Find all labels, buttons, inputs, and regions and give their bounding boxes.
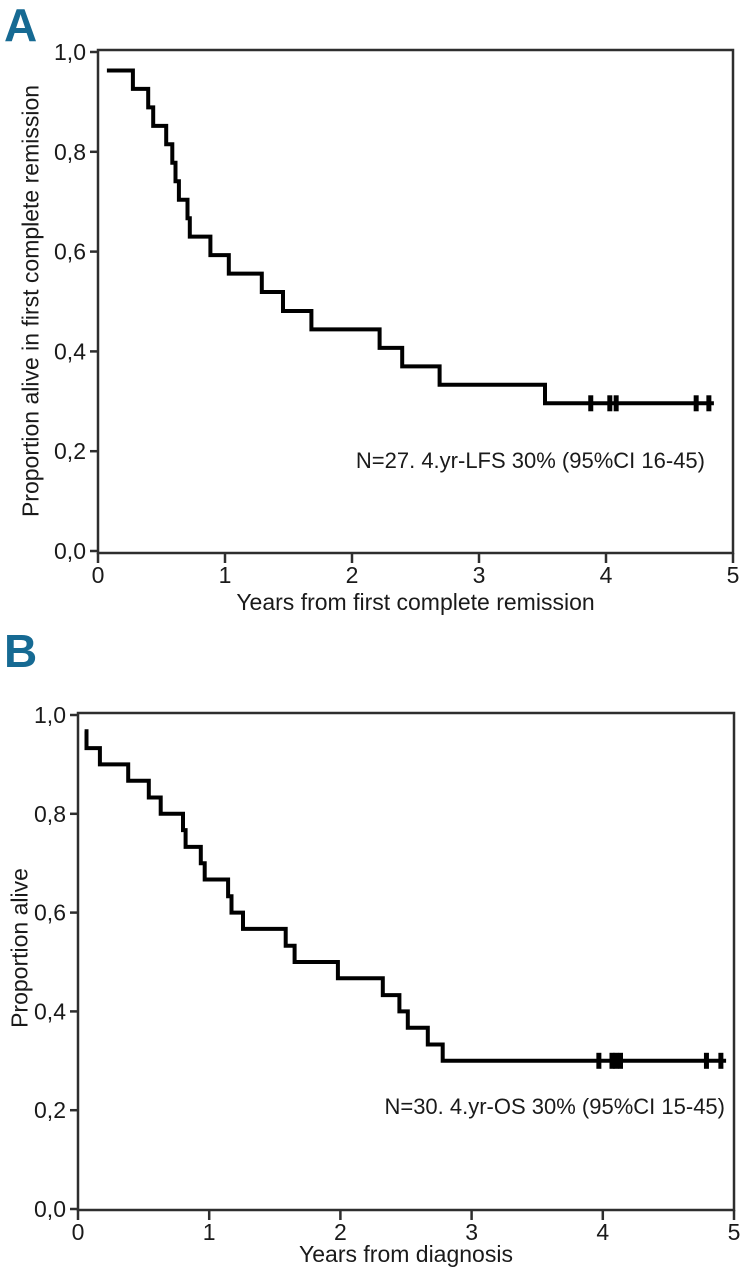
y-tick-label: 0,0: [54, 538, 86, 564]
x-tick-label: 5: [727, 562, 740, 588]
y-tick-label: 0,6: [34, 900, 66, 926]
panel-a-annotation: N=27. 4.yr-LFS 30% (95%CI 16-45): [355, 448, 705, 473]
x-tick-label: 2: [334, 1219, 347, 1245]
x-tick-label: 1: [203, 1219, 216, 1245]
x-tick-label: 0: [72, 1219, 85, 1245]
y-tick-label: 1,0: [34, 702, 66, 728]
x-tick-label: 1: [219, 562, 232, 588]
x-tick-label: 4: [600, 562, 613, 588]
panel-a-y-axis-title: Proportion alive in first complete remis…: [17, 84, 44, 518]
panel-b-y-axis-title: Proportion alive: [6, 868, 33, 1028]
x-tick-label: 2: [346, 562, 359, 588]
x-tick-label: 3: [473, 562, 486, 588]
y-tick-label: 0,4: [54, 338, 86, 364]
axis-frame: [76, 711, 736, 1212]
y-tick-label: 0,6: [54, 239, 86, 265]
y-tick-label: 0,8: [34, 801, 66, 827]
km-step-curve: [106, 68, 714, 406]
x-tick-label: 0: [92, 562, 105, 588]
x-tick-label: 3: [465, 1219, 478, 1245]
y-tick-label: 0,2: [54, 438, 86, 464]
panel-a-x-axis-title: Years from first complete remission: [236, 589, 595, 615]
km-step-curve: [84, 729, 727, 1063]
panel-b-label: B: [4, 625, 38, 677]
y-tick-label: 0,4: [34, 998, 66, 1024]
x-tick-label: 4: [596, 1219, 609, 1245]
y-tick-label: 1,0: [54, 39, 86, 65]
panel-a-label: A: [4, 0, 38, 51]
axis-frame: [96, 48, 735, 555]
y-tick-label: 0,0: [34, 1196, 66, 1222]
panel-b-annotation: N=30. 4.yr-OS 30% (95%CI 15-45): [384, 1094, 725, 1119]
x-tick-label: 5: [728, 1219, 741, 1245]
y-tick-label: 0,2: [34, 1097, 66, 1123]
panel-b-x-axis-title: Years from diagnosis: [299, 1241, 513, 1267]
y-tick-label: 0,8: [54, 139, 86, 165]
